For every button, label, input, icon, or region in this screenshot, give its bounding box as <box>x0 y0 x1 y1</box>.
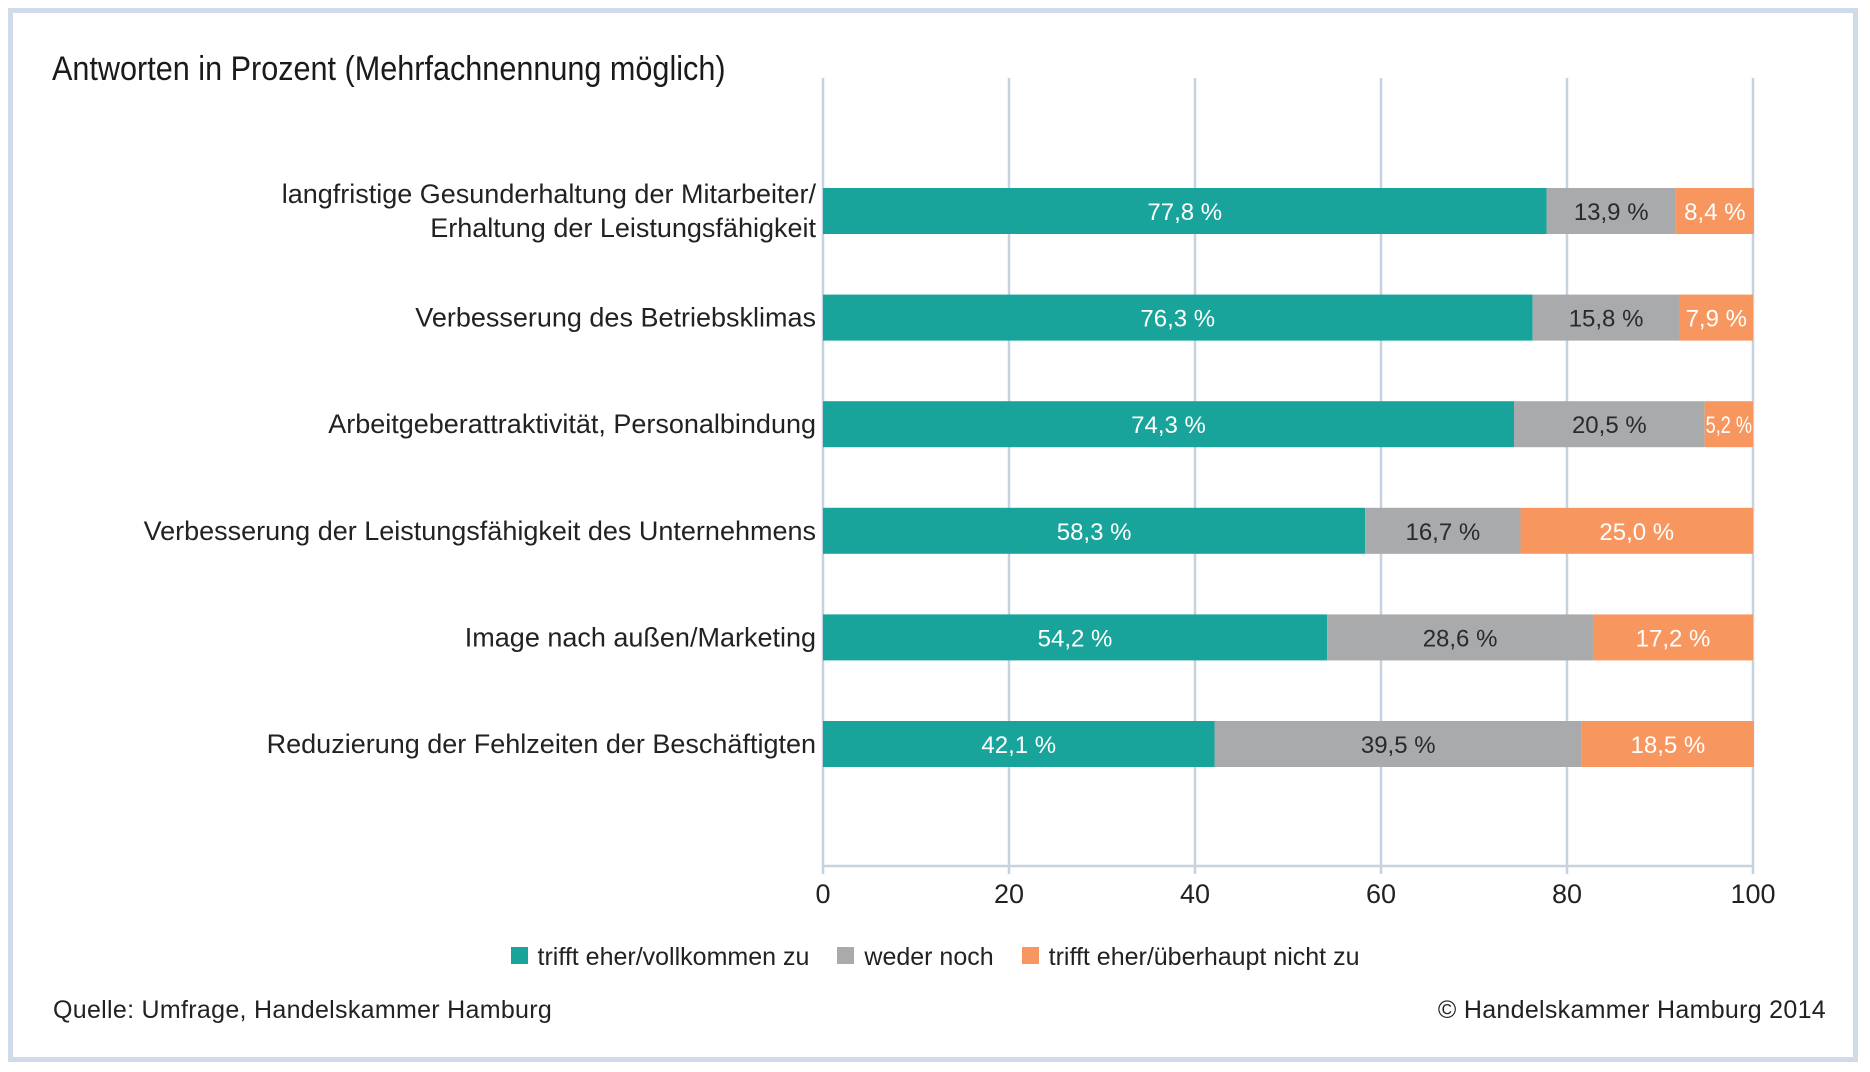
bar-value-label: 16,7 % <box>1405 519 1480 546</box>
chart-subtitle: Antworten in Prozent (Mehrfachnennung mö… <box>52 50 726 88</box>
x-tick-label: 40 <box>1180 879 1210 909</box>
bar-segment <box>1581 721 1754 767</box>
source-note: Quelle: Umfrage, Handelskammer Hamburg <box>53 996 553 1024</box>
category-label: langfristige Gesunderhaltung der Mitarbe… <box>282 179 817 209</box>
bar-value-label: 77,8 % <box>1147 199 1222 226</box>
bar-segment <box>823 507 1366 554</box>
bar-value-label: 13,9 % <box>1574 199 1649 226</box>
bar-value-label: 76,3 % <box>1140 306 1215 333</box>
bar-value-label: 5,2 % <box>1706 412 1752 439</box>
bar-segment <box>1214 721 1582 767</box>
legend-item: trifft eher/vollkommen zu <box>510 942 810 972</box>
bar-segment <box>1675 188 1754 234</box>
category-label: Erhaltung der Leistungsfähigkeit <box>430 213 816 243</box>
bars: 77,8 % 13,9 % 8,4 % 76,3 % 15,8 % 7,9 % 74,3 %… <box>823 188 1754 767</box>
bar-segment <box>1327 614 1594 661</box>
category-label: Arbeitgeberattraktivität, Personalbindun… <box>328 409 816 439</box>
bar-segment <box>823 721 1215 767</box>
x-tick-label: 20 <box>994 879 1024 909</box>
bar-segment <box>823 294 1533 341</box>
bar-segment <box>1593 614 1753 661</box>
legend-label: trifft eher/vollkommen zu <box>537 942 810 971</box>
bar-segment <box>823 188 1547 234</box>
legend-swatch <box>1021 946 1039 964</box>
bar-segment <box>1520 507 1753 554</box>
bar-segment <box>1679 294 1753 341</box>
bar-value-label: 8,4 % <box>1684 199 1745 226</box>
category-label: Reduzierung der Fehlzeiten der Beschäfti… <box>267 729 816 759</box>
x-tick-label: 100 <box>1730 879 1775 909</box>
bar-value-label: 54,2 % <box>1038 625 1113 652</box>
x-tick-label: 80 <box>1552 879 1582 909</box>
x-tick-label: 0 <box>815 879 830 909</box>
bar-value-label: 18,5 % <box>1631 732 1706 759</box>
legend-item: weder noch <box>837 942 994 972</box>
bar-segment <box>823 614 1328 661</box>
category-label: Verbesserung des Betriebsklimas <box>415 303 816 333</box>
bar-value-label: 42,1 % <box>981 732 1056 759</box>
x-axis: 0 20 40 60 80 100 <box>815 864 1776 909</box>
category-labels: langfristige Gesunderhaltung der Mitarbe… <box>144 179 817 759</box>
x-tick-label: 60 <box>1366 879 1396 909</box>
legend: trifft eher/vollkommen zu weder noch triff… <box>0 942 1870 972</box>
bar-segment <box>1365 507 1521 554</box>
category-label: Image nach außen/Marketing <box>465 622 816 652</box>
bar-segment <box>823 401 1514 448</box>
bar-value-label: 58,3 % <box>1057 519 1132 546</box>
bar-value-label: 17,2 % <box>1636 625 1711 652</box>
bar-segment <box>1546 188 1676 234</box>
legend-swatch <box>837 946 855 964</box>
legend-swatch <box>510 946 528 964</box>
bar-value-label: 74,3 % <box>1131 412 1206 439</box>
bar-segment <box>1513 401 1705 448</box>
bar-value-label: 28,6 % <box>1423 625 1498 652</box>
bar-value-label: 7,9 % <box>1686 306 1747 333</box>
copyright-note: © Handelskammer Hamburg 2014 <box>1437 996 1826 1024</box>
legend-label: trifft eher/überhaupt nicht zu <box>1048 942 1360 971</box>
bar-value-label: 39,5 % <box>1361 732 1436 759</box>
bar-value-label: 25,0 % <box>1599 519 1674 546</box>
legend-label: weder noch <box>864 942 994 971</box>
bar-segment <box>1704 401 1753 448</box>
bar-value-label: 20,5 % <box>1572 412 1647 439</box>
bar-segment <box>1532 294 1680 341</box>
legend-item: trifft eher/überhaupt nicht zu <box>1021 942 1360 972</box>
category-label: Verbesserung der Leistungsfähigkeit des … <box>144 516 816 546</box>
bar-value-label: 15,8 % <box>1569 306 1644 333</box>
